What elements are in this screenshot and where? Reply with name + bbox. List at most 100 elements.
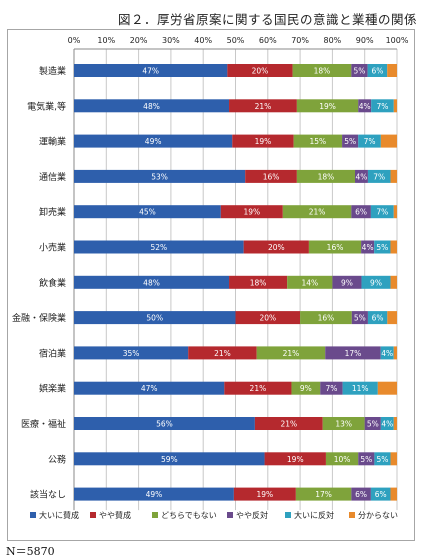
legend-label: 大いに反対 <box>294 510 334 520</box>
bar-segment <box>374 452 391 466</box>
bar-segment <box>291 381 321 395</box>
sample-size: N＝5870 <box>6 545 55 558</box>
bar-segment <box>243 240 309 254</box>
x-tick-label: 60% <box>259 36 277 45</box>
data-label: 5% <box>354 67 366 76</box>
bar-segment <box>364 417 381 430</box>
data-label: 4% <box>362 243 374 252</box>
data-label: 7% <box>325 384 337 393</box>
data-label: 20% <box>259 314 276 323</box>
category-label: 卸売業 <box>39 206 66 218</box>
data-label: 49% <box>146 490 163 499</box>
category-label: 娯楽業 <box>39 383 66 395</box>
x-tick-label: 20% <box>130 36 148 45</box>
bar-segment <box>325 452 359 466</box>
bar-segment <box>320 381 343 395</box>
data-label: 9% <box>341 278 353 287</box>
bar-segment <box>390 240 397 254</box>
category-label: 電気業,等 <box>27 100 66 112</box>
legend-label: 分からない <box>358 511 398 520</box>
data-label: 18% <box>318 172 335 181</box>
bar-segment <box>293 134 343 148</box>
data-label: 17% <box>345 349 362 358</box>
data-label: 6% <box>372 314 384 323</box>
legend-label: 大いに賛成 <box>39 510 79 520</box>
x-tick-label: 50% <box>227 36 245 45</box>
bar-segment <box>264 452 326 466</box>
bar-segment <box>361 240 375 254</box>
data-label: 6% <box>355 208 367 217</box>
bar-segment <box>351 487 371 501</box>
data-label: 10% <box>334 455 351 464</box>
x-tick-label: 70% <box>291 36 309 45</box>
category-label: 製造業 <box>39 65 66 77</box>
bar-segment <box>393 99 397 113</box>
bar-segment <box>390 487 397 501</box>
bar-segment <box>342 381 378 395</box>
data-label: 19% <box>243 208 260 217</box>
bar-segment <box>355 169 368 183</box>
category-label: 公務 <box>48 453 66 465</box>
data-label: 19% <box>257 490 274 499</box>
bar-segment <box>220 205 283 219</box>
bar-segment <box>296 169 356 183</box>
chart-frame: 0% 10% 20% 30% 40% 50% 60% 70% 80% 90% 100% 製造業 47% 2… <box>7 29 415 541</box>
data-label: 21% <box>309 208 326 217</box>
bar-segment <box>371 99 394 113</box>
bar-segment <box>74 205 221 219</box>
category-label: 金融・保険業 <box>12 312 66 324</box>
bar-segment <box>370 205 394 219</box>
bar-segment <box>287 275 333 289</box>
x-tick-label: 0% <box>68 36 81 45</box>
bar-segment <box>325 346 381 360</box>
data-label: 5% <box>354 314 366 323</box>
bar-segment <box>245 169 297 183</box>
bar-segment <box>387 64 397 77</box>
bar-segment <box>74 417 255 430</box>
legend-label: どちらでもない <box>161 511 217 520</box>
bar-segment <box>233 487 296 501</box>
legend-swatch <box>152 512 158 518</box>
data-label: 19% <box>255 137 272 146</box>
legend-swatch <box>90 512 96 518</box>
bar-segment <box>342 134 359 148</box>
bar-segment <box>74 275 230 289</box>
data-label: 7% <box>377 102 389 111</box>
x-tick-label: 80% <box>324 36 342 45</box>
legend-swatch <box>285 512 291 518</box>
data-label: 21% <box>214 349 231 358</box>
bar-segment <box>390 452 397 466</box>
bar-segment <box>380 417 394 430</box>
data-label: 35% <box>123 349 140 358</box>
category-label: 宿泊業 <box>39 347 66 359</box>
legend-swatch <box>30 512 36 518</box>
x-tick-label: 40% <box>194 36 212 45</box>
bar-segment <box>380 346 394 360</box>
data-label: 59% <box>161 455 178 464</box>
bar-segment <box>74 346 189 360</box>
data-label: 49% <box>145 137 162 146</box>
bar-segment <box>74 134 233 148</box>
bar-segment <box>370 487 391 501</box>
data-label: 6% <box>375 490 387 499</box>
data-label: 17% <box>315 490 332 499</box>
x-tick-label: 100% <box>386 36 409 45</box>
data-label: 15% <box>310 137 327 146</box>
data-label: 45% <box>139 208 156 217</box>
bar-segment <box>358 134 381 148</box>
category-label: 運輸業 <box>39 136 66 148</box>
data-label: 18% <box>250 278 267 287</box>
data-label: 47% <box>141 384 158 393</box>
data-label: 20% <box>268 243 285 252</box>
data-label: 5% <box>376 243 388 252</box>
data-label: 7% <box>373 172 385 181</box>
data-label: 5% <box>360 455 372 464</box>
data-label: 4% <box>381 420 393 429</box>
data-label: 19% <box>319 102 336 111</box>
data-label: 4% <box>356 172 368 181</box>
data-label: 9% <box>370 278 382 287</box>
chart-title: 図２．厚労省原案に関する国民の意識と業種の関係 <box>117 12 417 27</box>
data-label: 16% <box>327 243 344 252</box>
bar-segment <box>74 381 225 395</box>
